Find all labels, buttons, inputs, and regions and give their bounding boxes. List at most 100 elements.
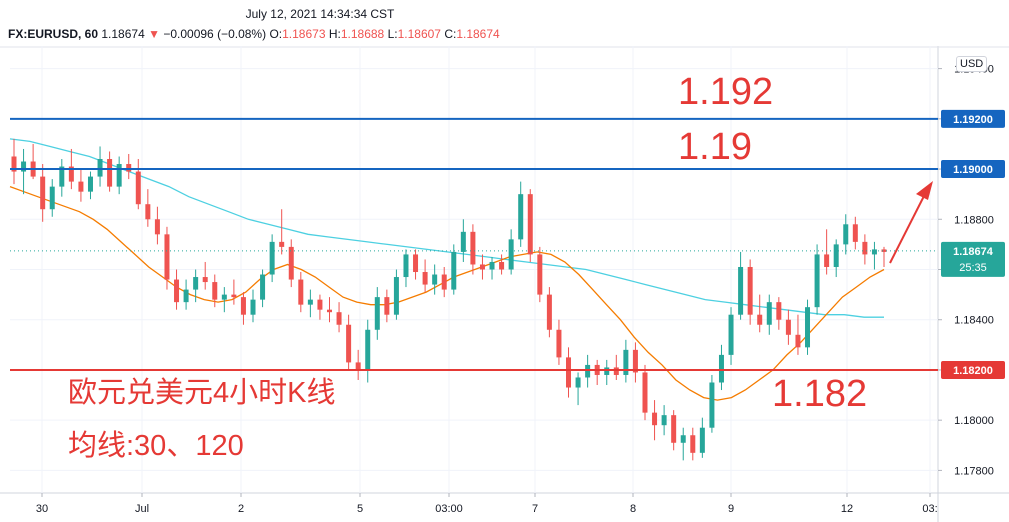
ma30-line xyxy=(9,185,885,401)
candle-body xyxy=(575,377,581,388)
x-tick-label: 7 xyxy=(532,503,538,515)
candle-body xyxy=(240,297,246,315)
candle-body xyxy=(546,294,552,330)
candle-body xyxy=(288,246,294,280)
price-axis: 1.178001.180001.182001.184001.186001.188… xyxy=(938,64,1005,477)
y-tick-label: 1.18000 xyxy=(954,415,994,427)
candle-body xyxy=(671,415,677,443)
ma120-path xyxy=(9,138,884,318)
level-label: 1.18200 xyxy=(953,365,993,377)
candle-body xyxy=(307,299,313,305)
horizontal-levels xyxy=(10,117,938,371)
candle-body xyxy=(814,254,820,308)
annotation-text: 1.182 xyxy=(772,373,867,415)
x-tick-label: 03: xyxy=(922,503,937,515)
candle-body xyxy=(413,254,419,273)
candle-body xyxy=(279,241,285,247)
candle-body xyxy=(824,254,830,267)
candle-body xyxy=(183,289,189,303)
open-label: O: xyxy=(269,27,283,41)
candle-body xyxy=(623,349,629,375)
candle-body xyxy=(833,244,839,267)
chart-header: July 12, 2021 14:34:34 CST FX:EURUSD, 60… xyxy=(0,0,1009,46)
candle-body xyxy=(432,274,438,285)
candle-body xyxy=(776,302,782,320)
candle-body xyxy=(757,314,763,325)
candle-body xyxy=(59,166,65,187)
candle-body xyxy=(212,282,218,300)
currency-label[interactable]: USD xyxy=(956,56,988,72)
candle-body xyxy=(355,362,361,370)
candle-body xyxy=(221,294,227,300)
candle-body xyxy=(250,299,256,315)
candle-body xyxy=(795,334,801,348)
candle-body xyxy=(49,186,55,210)
candle-body xyxy=(193,277,199,290)
x-tick-label: 8 xyxy=(630,503,636,515)
candle-body xyxy=(393,277,399,315)
candle-body xyxy=(269,241,275,275)
candle-body xyxy=(871,249,877,255)
candle-body xyxy=(709,382,715,428)
candle-body xyxy=(489,261,495,270)
candle-body xyxy=(374,297,380,330)
candle-body xyxy=(470,231,476,265)
candle-body xyxy=(843,224,849,245)
ma30-path xyxy=(9,185,885,401)
down-arrow-icon: ▼ xyxy=(148,27,160,41)
annotation-text: 1.192 xyxy=(678,71,773,113)
candle-body xyxy=(881,249,887,252)
level-label-bg xyxy=(941,109,1005,128)
symbol-name[interactable]: FX:EURUSD, 60 xyxy=(8,27,99,41)
chart-datetime: July 12, 2021 14:34:34 CST xyxy=(245,7,395,21)
x-tick-label: 5 xyxy=(357,503,363,515)
candle-body xyxy=(97,159,103,177)
last-price-legend: 1.18674 xyxy=(101,27,145,41)
candle-body xyxy=(604,367,610,375)
candle-body xyxy=(441,274,447,290)
candle-body xyxy=(527,194,533,255)
x-tick-label: Jul xyxy=(135,503,149,515)
candle-body xyxy=(642,372,648,413)
candle-body xyxy=(699,427,705,453)
candle-body xyxy=(728,314,734,355)
candle-body xyxy=(862,241,868,255)
annotation-text: 欧元兑美元4小时K线 xyxy=(68,376,335,409)
last-price-label: 1.18674 xyxy=(953,246,994,258)
candle-body xyxy=(365,329,371,370)
candle-body xyxy=(145,204,151,220)
candle-body xyxy=(164,234,170,280)
countdown-label: 25:35 xyxy=(959,262,987,274)
candle-body xyxy=(766,302,772,325)
candle-body xyxy=(422,272,428,285)
x-tick-label: 30 xyxy=(36,503,48,515)
candle-body xyxy=(346,324,352,363)
x-tick-label: 03:00 xyxy=(435,503,463,515)
price-change: −0.00096 (−0.08%) xyxy=(163,27,267,41)
candle-body xyxy=(661,415,667,426)
candle-body xyxy=(135,171,141,205)
high-label: H: xyxy=(328,27,341,41)
candle-body xyxy=(556,329,562,358)
level-label-bg xyxy=(941,160,1005,179)
candle-body xyxy=(202,277,208,283)
low-value: 1.18607 xyxy=(397,27,441,41)
candle-body xyxy=(613,367,619,375)
y-tick-label: 1.18400 xyxy=(954,315,994,327)
x-tick-label: 2 xyxy=(238,503,244,515)
candle-body xyxy=(126,164,132,172)
candle-body xyxy=(317,299,323,310)
candle-body xyxy=(403,254,409,278)
level-label-bg xyxy=(941,360,1005,379)
arrow-head-icon xyxy=(916,181,933,200)
low-label: L: xyxy=(387,27,398,41)
arrow-shaft xyxy=(889,195,925,264)
candle-body xyxy=(116,164,122,187)
candle-body xyxy=(174,279,180,303)
candle-body xyxy=(11,156,17,172)
candle-body xyxy=(499,261,505,270)
symbol-legend: FX:EURUSD, 60 1.18674 ▼ −0.00096 (−0.08%… xyxy=(8,27,500,41)
candle-body xyxy=(154,219,160,235)
